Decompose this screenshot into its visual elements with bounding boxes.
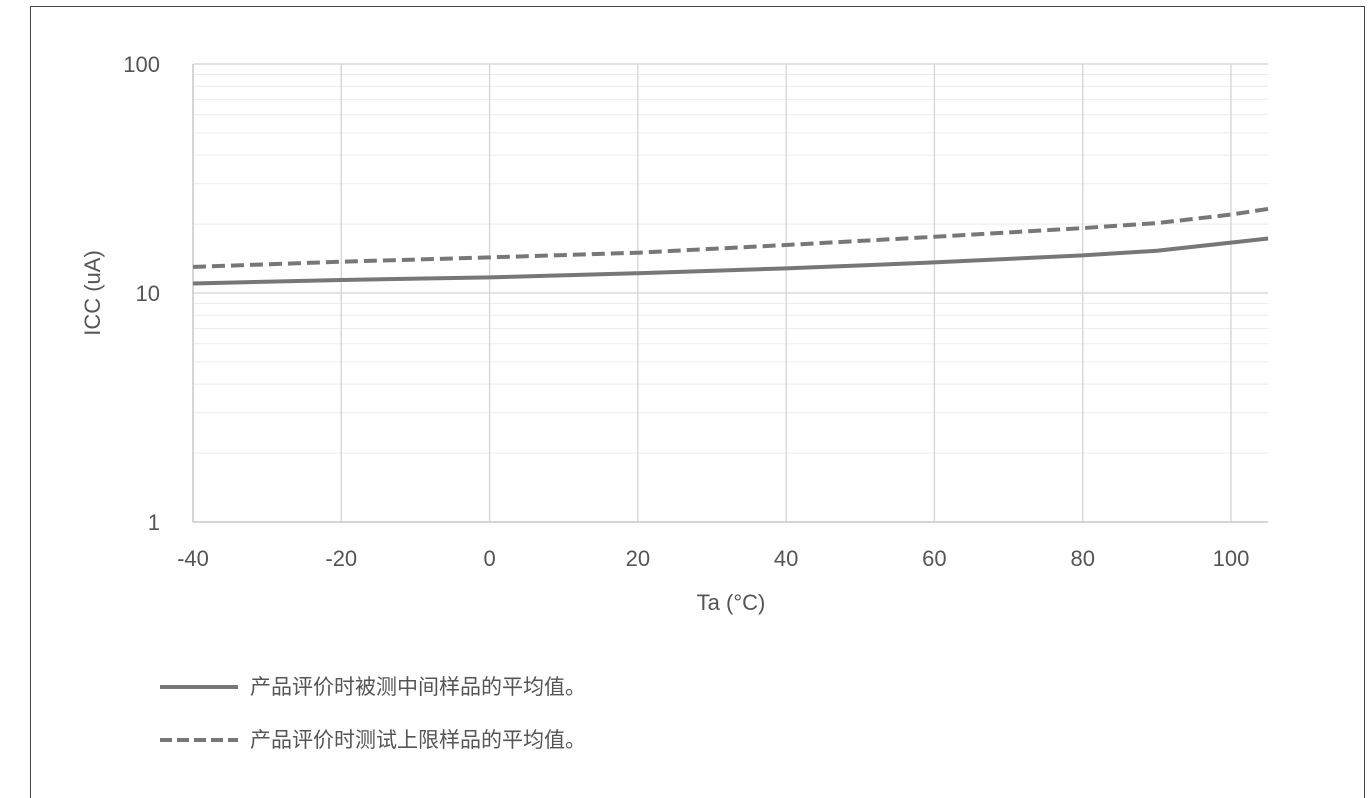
- series-line-1: [192, 206, 1269, 269]
- y-tick-label-100: 100: [123, 52, 160, 77]
- legend-item-1: 产品评价时测试上限样品的平均值。: [160, 728, 586, 752]
- x-tick-label-80: 80: [1070, 546, 1094, 571]
- x-tick-label--40: -40: [177, 546, 209, 571]
- x-tick-label-100: 100: [1213, 546, 1250, 571]
- legend-item-0: 产品评价时被测中间样品的平均值。: [160, 675, 586, 699]
- chart-frame: [30, 6, 1365, 798]
- y-tick-label-1: 1: [148, 510, 160, 535]
- y-tick-labels: 1 10 100: [123, 52, 160, 535]
- legend-label-1: 产品评价时测试上限样品的平均值。: [250, 728, 586, 752]
- minor-gridlines: [193, 73, 1268, 454]
- x-tick-label-0: 0: [483, 546, 495, 571]
- legend-label-0: 产品评价时被测中间样品的平均值。: [250, 675, 586, 699]
- y-tick-label-10: 10: [136, 281, 160, 306]
- x-tick-label--20: -20: [325, 546, 357, 571]
- major-gridlines: [193, 63, 1268, 522]
- series-line-0: [192, 236, 1269, 286]
- legend: 产品评价时被测中间样品的平均值。 产品评价时测试上限样品的平均值。: [160, 675, 586, 752]
- y-axis-title: ICC (uA): [80, 250, 105, 336]
- x-tick-label-20: 20: [626, 546, 650, 571]
- x-axis-title: Ta (°C): [697, 590, 766, 615]
- x-tick-label-40: 40: [774, 546, 798, 571]
- x-tick-label-60: 60: [922, 546, 946, 571]
- axes: [192, 64, 1268, 523]
- x-tick-labels: -40 -20 0 20 40 60 80 100: [177, 546, 1249, 571]
- series-layer: [192, 206, 1269, 286]
